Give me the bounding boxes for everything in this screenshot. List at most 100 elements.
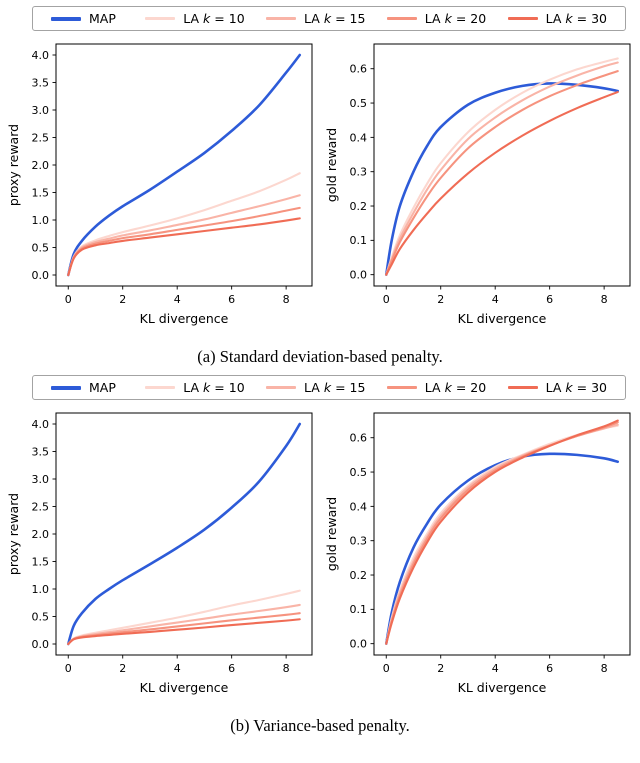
legend-line-swatch-map [51,385,81,390]
legend-label-la-k10: LA k = 10 [183,11,244,26]
svg-text:0: 0 [65,662,72,675]
svg-text:0.3: 0.3 [350,535,368,548]
legend-entry-map: MAP [51,11,124,26]
legend-var: k [444,380,452,395]
legend-line-swatch-map [51,16,81,21]
svg-text:4.0: 4.0 [32,49,50,62]
chart-b-gold-reward: 0 2 4 6 8 0.0 0.1 0.2 0.3 0.4 0.5 0.6 KL divergence g… [324,412,631,695]
legend-var: k [203,11,211,26]
legend-text: LA [424,11,441,26]
svg-text:0.0: 0.0 [32,638,50,651]
legend-text: LA [424,380,441,395]
subfigure-b-caption: (b) Variance-based penalty. [230,716,410,735]
legend-label-la-k10: LA k = 10 [183,380,244,395]
svg-text:KL divergence: KL divergence [140,680,229,695]
svg-text:4: 4 [492,662,499,675]
legend-var: k [444,11,452,26]
svg-text:0.0: 0.0 [32,269,50,282]
svg-text:4: 4 [174,662,181,675]
svg-text:0: 0 [65,293,72,306]
svg-text:3.0: 3.0 [32,473,50,486]
legend-entry-la-k15: LA k = 15 [266,380,365,395]
legend-var: k [565,380,573,395]
svg-text:proxy reward: proxy reward [6,124,21,206]
legend-label-la-k20: LA k = 20 [425,11,486,26]
svg-text:8: 8 [601,662,608,675]
legend-line-swatch-la-k15 [266,386,297,389]
legend-entry-la-k20: LA k = 20 [386,11,486,26]
subfigure-a-caption: (a) Standard deviation-based penalty. [197,347,443,366]
svg-text:0.1: 0.1 [350,603,368,616]
svg-text:0.5: 0.5 [32,241,50,254]
chart-a-gold-reward: 0 2 4 6 8 0.0 0.1 0.2 0.3 0.4 0.5 0.6 KL divergence g… [324,43,631,326]
legend-label-map: MAP [89,11,124,26]
legend-entry-la-k10: LA k = 10 [145,380,245,395]
legend-value: = 20 [455,11,487,26]
svg-text:0: 0 [383,293,390,306]
svg-text:2: 2 [119,662,126,675]
svg-text:6: 6 [228,293,235,306]
legend-value: = 30 [576,380,607,395]
legend-var: k [323,380,332,395]
legend-entry-la-k30: LA k = 30 [507,11,607,26]
legend-value: = 15 [335,11,366,26]
svg-text:0.6: 0.6 [350,63,368,76]
svg-text:1.0: 1.0 [32,214,50,227]
svg-text:0.0: 0.0 [350,638,368,651]
svg-text:2: 2 [437,662,444,675]
legend-line-swatch-la-k10 [145,386,176,389]
svg-text:0.6: 0.6 [350,432,368,445]
svg-text:0.5: 0.5 [32,610,50,623]
svg-text:0.4: 0.4 [350,500,368,513]
legend-entry-la-k10: LA k = 10 [145,11,245,26]
svg-text:2.0: 2.0 [32,159,50,172]
legend-entry-map: MAP [51,380,124,395]
legend-a: MAP LA k = 10 LA k = 15 LA k = 20 LA k = 30 [32,6,626,31]
legend-line-swatch-la-k30 [507,17,538,20]
legend-label-map: MAP [89,380,124,395]
legend-text: LA [304,11,320,26]
legend-entry-la-k15: LA k = 15 [266,11,365,26]
svg-text:proxy reward: proxy reward [6,493,21,575]
legend-value: = 15 [335,380,366,395]
legend-label-la-k15: LA k = 15 [304,380,365,395]
legend-label-la-k30: LA k = 30 [546,380,607,395]
svg-text:4: 4 [174,293,181,306]
legend-var: k [203,380,211,395]
svg-text:3.5: 3.5 [32,76,50,89]
legend-text: LA [304,380,320,395]
svg-text:3.5: 3.5 [32,445,50,458]
svg-text:0.4: 0.4 [350,131,368,144]
svg-text:0.0: 0.0 [350,269,368,282]
svg-text:0: 0 [383,662,390,675]
svg-text:KL divergence: KL divergence [458,680,547,695]
svg-text:KL divergence: KL divergence [458,311,547,326]
legend-value: = 10 [214,380,245,395]
svg-text:KL divergence: KL divergence [140,311,229,326]
legend-label-la-k30: LA k = 30 [546,11,607,26]
legend-label-la-k15: LA k = 15 [304,11,365,26]
svg-text:gold reward: gold reward [324,497,339,571]
svg-text:8: 8 [283,293,290,306]
legend-line-swatch-la-k15 [266,17,297,20]
legend-entry-la-k30: LA k = 30 [507,380,607,395]
svg-text:1.5: 1.5 [32,186,50,199]
svg-text:3.0: 3.0 [32,104,50,117]
svg-text:6: 6 [546,662,553,675]
svg-text:0.2: 0.2 [350,569,368,582]
plots-row-a: 0 2 4 6 8 0.0 0.5 1.0 1.5 2.0 2.5 3.0 3.5 4.0 KL diver… [4,36,636,338]
legend-line-swatch-la-k10 [145,17,176,20]
svg-text:0.5: 0.5 [350,97,368,110]
legend-line-swatch-la-k30 [507,386,538,389]
svg-text:2.5: 2.5 [32,500,50,513]
legend-value: = 10 [214,11,245,26]
chart-b-proxy-reward: 0 2 4 6 8 0.0 0.5 1.0 1.5 2.0 2.5 3.0 3.5 4.0 KL diver… [6,412,313,695]
legend-text: LA [545,11,562,26]
legend-text: LA [545,380,562,395]
svg-text:0.5: 0.5 [350,466,368,479]
legend-text: LA [183,380,200,395]
plots-row-b: 0 2 4 6 8 0.0 0.5 1.0 1.5 2.0 2.5 3.0 3.5 4.0 KL diver… [4,405,636,707]
svg-text:2: 2 [119,293,126,306]
svg-text:0.1: 0.1 [350,234,368,247]
